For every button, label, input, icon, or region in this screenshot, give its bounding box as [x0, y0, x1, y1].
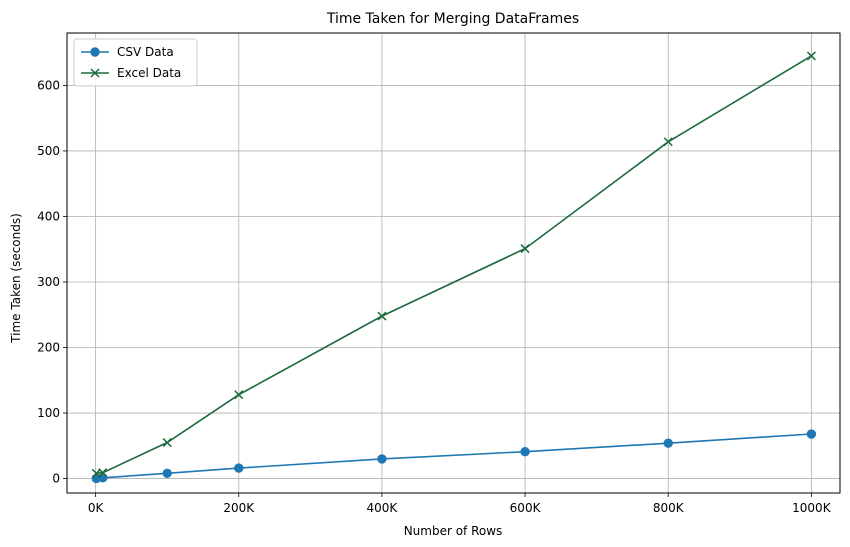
y-tick-label: 200 — [37, 341, 60, 355]
series-csv-data — [91, 429, 817, 484]
legend: CSV Data Excel Data — [73, 38, 198, 87]
legend-item-excel-data: Excel Data — [81, 66, 181, 80]
grid — [67, 33, 840, 493]
x-tick-label: 1000K — [792, 501, 832, 515]
x-tick-label: 600K — [510, 501, 542, 515]
data-point-excel-data — [663, 137, 673, 147]
data-point-excel-data — [806, 51, 816, 61]
data-point-csv-data — [377, 454, 387, 464]
marker-stroke — [234, 390, 244, 400]
legend-marker — [90, 68, 100, 78]
y-tick-label: 400 — [37, 209, 60, 223]
marker-stroke — [663, 137, 673, 147]
legend-label: Excel Data — [117, 66, 181, 80]
legend-box — [73, 38, 198, 87]
marker-stroke — [91, 468, 101, 478]
series-excel-data — [91, 51, 816, 478]
data-point-csv-data — [162, 468, 172, 479]
x-tick-label: 0K — [88, 501, 105, 515]
x-axis-label: Number of Rows — [404, 524, 503, 538]
y-tick-label: 300 — [37, 275, 60, 289]
legend-marker — [90, 47, 100, 57]
legend-label: CSV Data — [117, 45, 174, 59]
marker-stroke — [98, 468, 108, 478]
x-tick-label: 200K — [223, 501, 255, 515]
marker-stroke — [806, 51, 816, 61]
marker-stroke — [377, 311, 387, 321]
marker-stroke — [162, 438, 172, 448]
y-axis-label: Time Taken (seconds) — [9, 213, 23, 344]
axis-ticks: 0K 200K 400K 600K 800K 1000K 0 100 200 300 400 500 6… — [37, 78, 832, 515]
data-point-csv-data — [520, 447, 530, 457]
data-point-excel-data — [234, 390, 244, 400]
marker-stroke — [520, 244, 530, 254]
series-line-csv-data — [96, 433, 812, 480]
y-tick-label: 600 — [37, 78, 60, 92]
data-point-excel-data — [377, 311, 387, 321]
y-tick-label: 500 — [37, 144, 60, 158]
data-point-csv-data — [663, 438, 673, 448]
data-point-excel-data — [98, 468, 108, 478]
data-point-csv-data — [806, 429, 817, 439]
data-point-excel-data — [520, 244, 530, 254]
y-tick-label: 100 — [37, 406, 60, 420]
marker-stroke — [90, 68, 100, 78]
x-tick-label: 800K — [653, 501, 685, 515]
x-tick-label: 400K — [367, 501, 399, 515]
data-point-excel-data — [162, 438, 172, 448]
plot-frame — [66, 32, 841, 494]
series-layer — [91, 51, 817, 484]
chart-title: Time Taken for Merging DataFrames — [326, 11, 579, 27]
series-line-excel-data — [96, 55, 812, 475]
y-tick-label: 0 — [52, 472, 60, 486]
data-point-csv-data — [234, 463, 244, 473]
legend-item-csv-data: CSV Data — [81, 45, 174, 59]
